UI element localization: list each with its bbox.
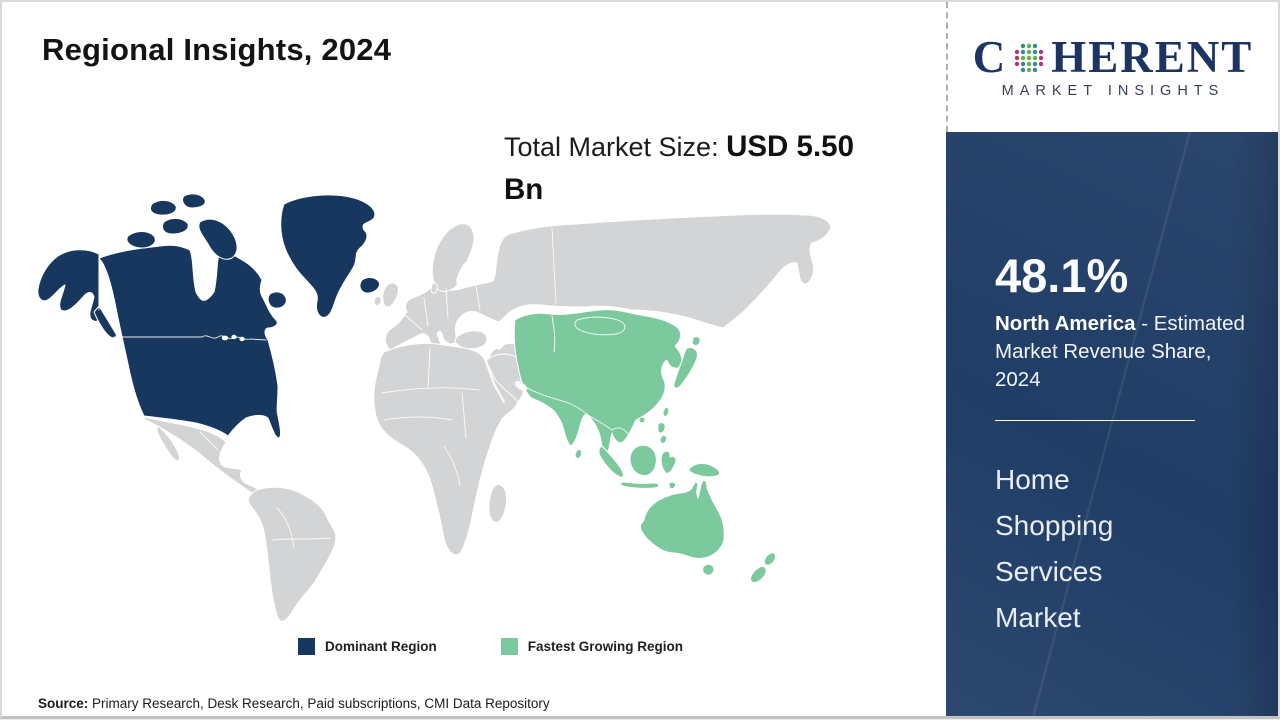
country-borders <box>98 227 629 549</box>
fastest-growing-region-swatch <box>500 638 518 655</box>
total-market-size: Total Market Size: USD 5.50 Bn <box>504 126 892 212</box>
region-dominant-north-america <box>37 193 380 439</box>
sidebar-content: 48.1% North America - Estimated Market R… <box>946 132 1278 641</box>
fastest-growing-region-label: Fastest Growing Region <box>527 639 684 654</box>
source-text: Primary Research, Desk Research, Paid su… <box>88 696 550 711</box>
total-market-size-value: USD 5.50 Bn <box>504 130 854 206</box>
world-map <box>37 193 832 622</box>
dominant-region-swatch <box>298 638 315 655</box>
logo-letters-rest: HERENT <box>1051 32 1254 82</box>
brand-logo-wordmark: C HERENT <box>973 35 1254 80</box>
sidebar: 48.1% North America - Estimated Market R… <box>946 132 1278 716</box>
source-line: Source: Primary Research, Desk Research,… <box>38 696 550 711</box>
brand-logo: C HERENT MARKET INSIGHTS <box>946 2 1278 132</box>
market-share-description: North America - Estimated Market Revenue… <box>995 310 1261 394</box>
region-fastest-growing-asia-pacific <box>513 309 776 584</box>
market-share-value: 48.1% <box>995 249 1129 302</box>
market-share-rest: - Estimated Market Revenue Share, 2024 <box>995 311 1245 391</box>
page-title: Regional Insights, 2024 <box>42 32 392 67</box>
total-market-size-label: Total Market Size: <box>504 132 727 162</box>
dominant-region-label: Dominant Region <box>325 639 437 654</box>
water-bodies <box>221 259 528 391</box>
legend-item-fastest-growing: Fastest Growing Region <box>500 638 684 655</box>
map-legend: Dominant Region Fastest Growing Region <box>298 638 683 655</box>
market-share-region: North America <box>995 311 1136 335</box>
source-label: Source: <box>38 696 89 711</box>
market-name: Home Shopping Services Market <box>995 463 1114 633</box>
logo-letter-c: C <box>972 32 1008 82</box>
dotted-globe-icon <box>1015 43 1044 72</box>
sidebar-divider <box>995 419 1195 421</box>
region-other-land <box>143 213 832 622</box>
legend-item-dominant: Dominant Region <box>298 638 437 655</box>
logo-tagline: MARKET INSIGHTS <box>1001 83 1225 99</box>
